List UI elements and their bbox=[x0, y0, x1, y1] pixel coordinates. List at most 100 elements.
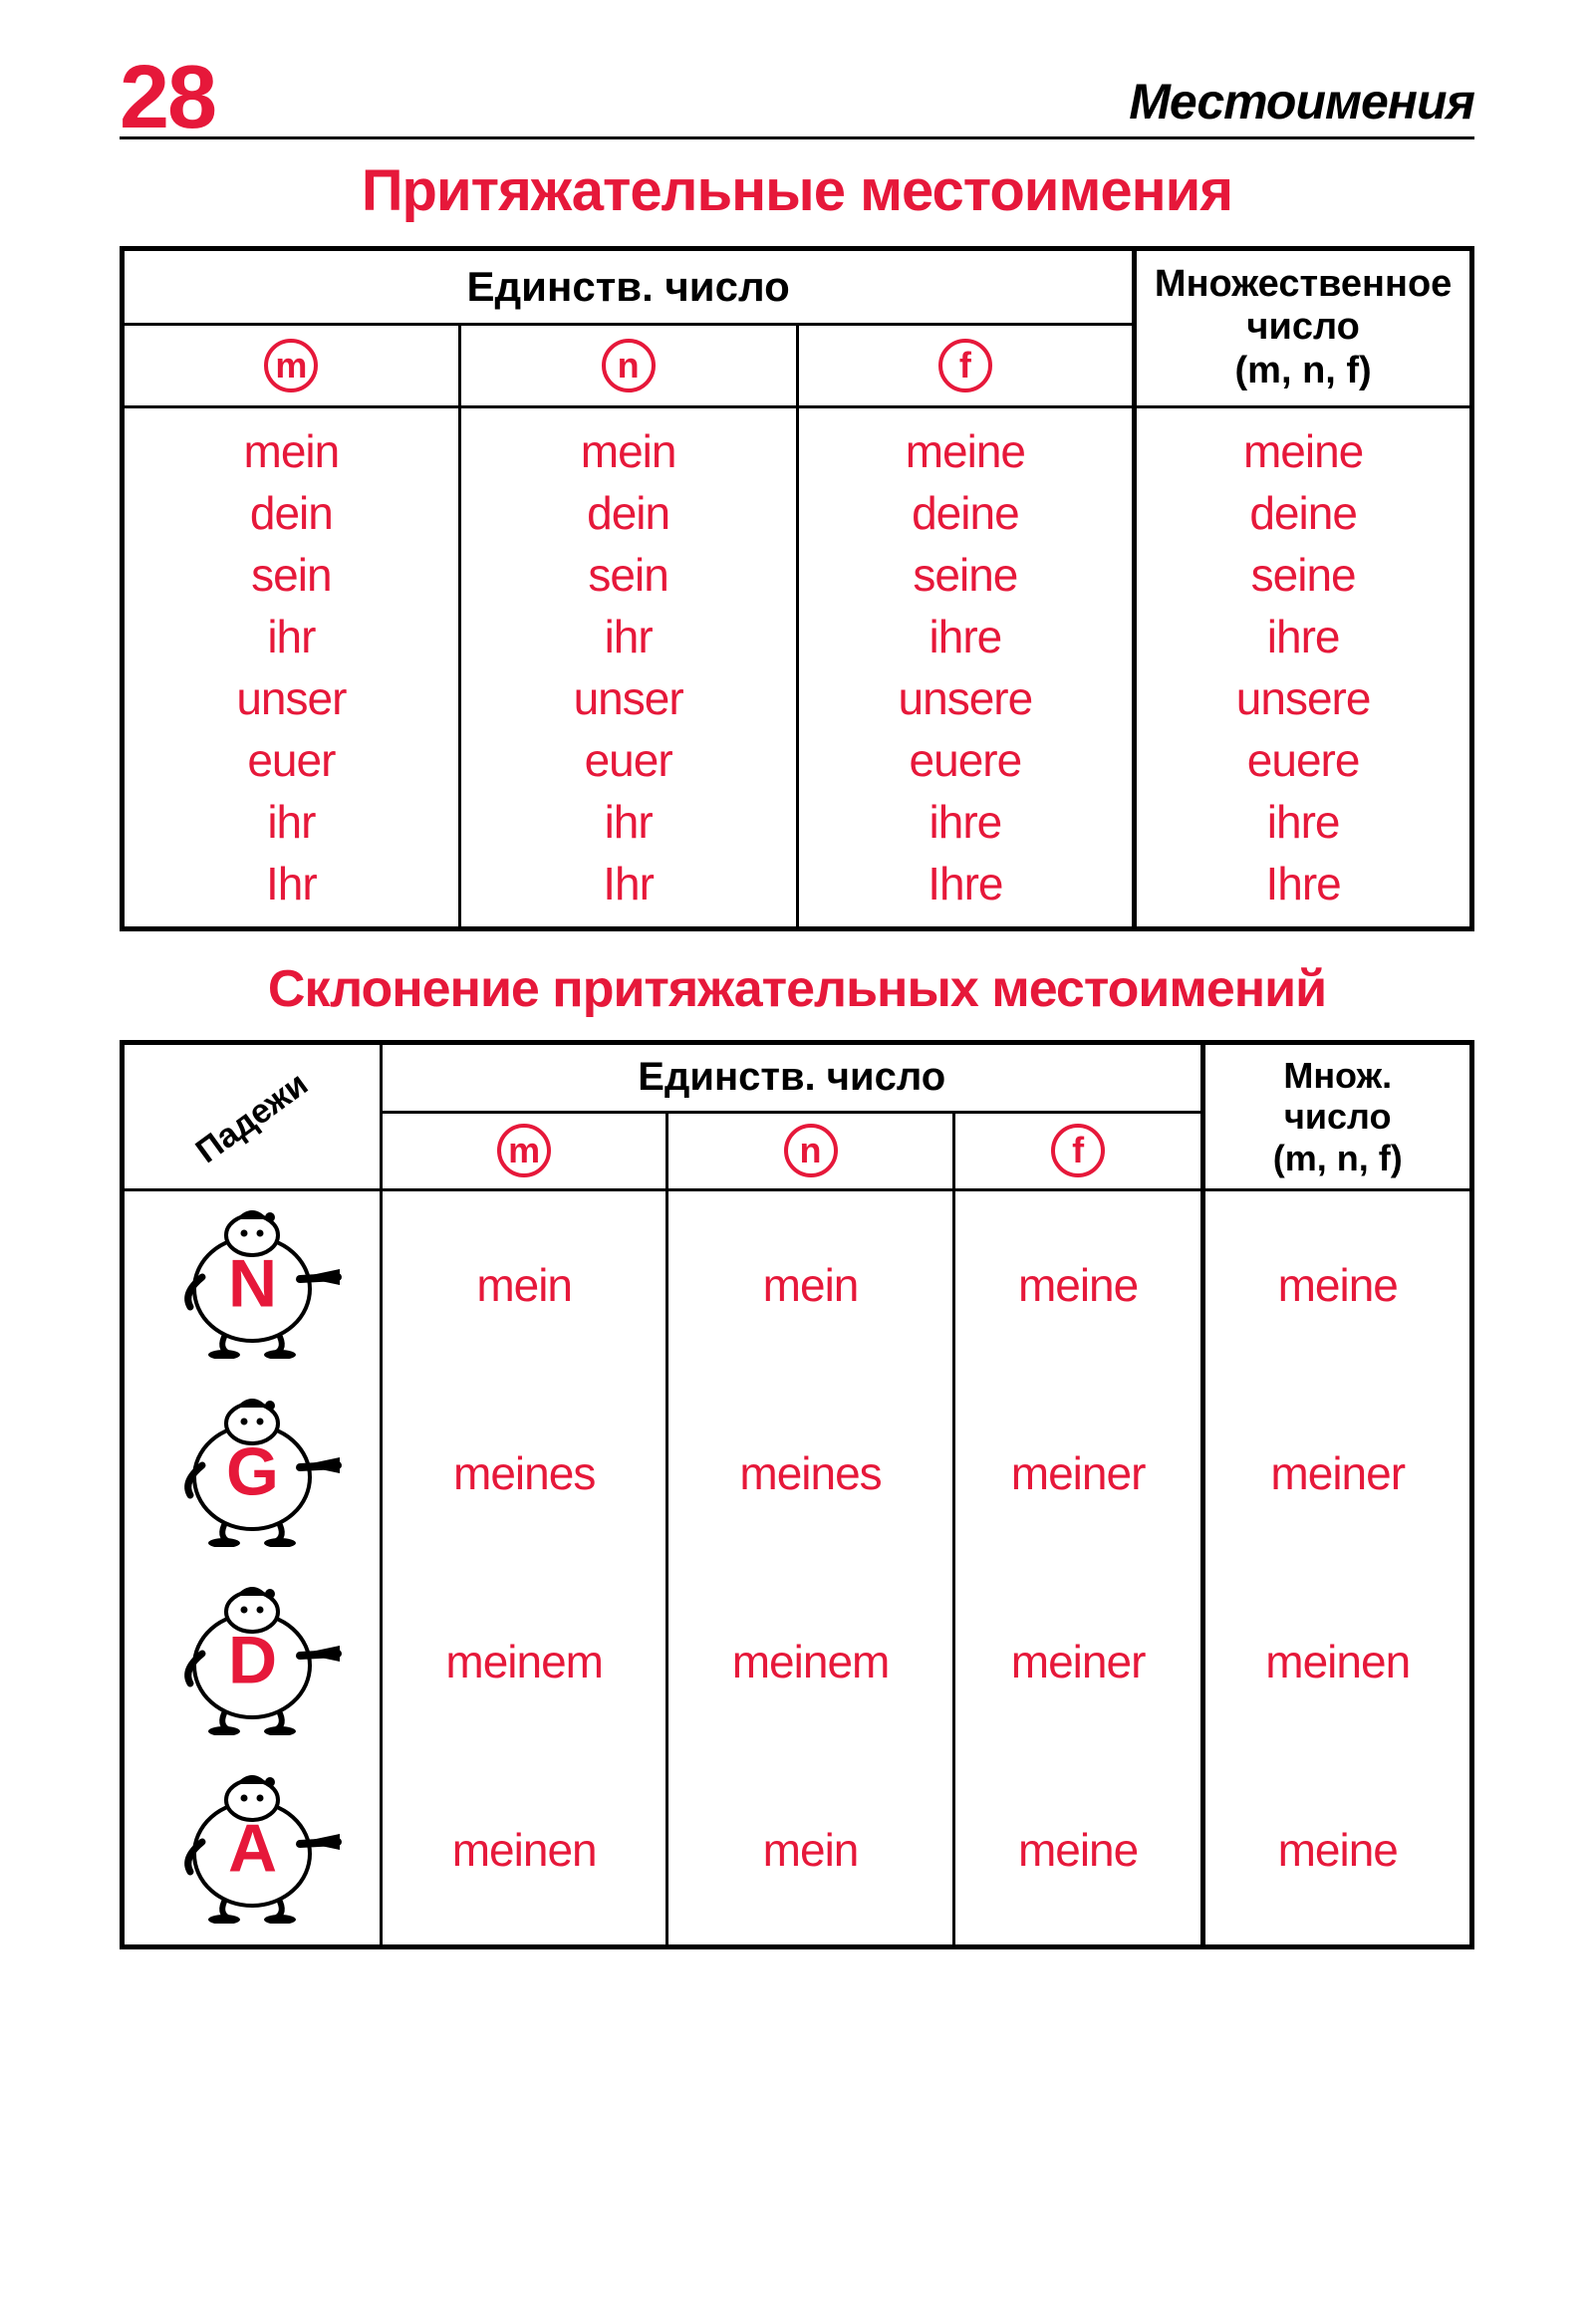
header-gender-m-2: m bbox=[382, 1112, 667, 1189]
cell: ihr bbox=[459, 791, 797, 853]
header-plural-line2: число bbox=[1246, 306, 1359, 348]
cell: deine bbox=[797, 482, 1135, 544]
cell: ihre bbox=[797, 606, 1135, 667]
cell: seine bbox=[1135, 544, 1472, 606]
cell: dein bbox=[459, 482, 797, 544]
cell: mein bbox=[382, 1189, 667, 1380]
table-row: IhrIhrIhreIhre bbox=[123, 853, 1472, 929]
cell: deine bbox=[1135, 482, 1472, 544]
header-plural2-line3: (m, n, f) bbox=[1273, 1138, 1403, 1178]
cell: unsere bbox=[797, 667, 1135, 729]
cell: dein bbox=[123, 482, 460, 544]
cell: meiner bbox=[1203, 1380, 1472, 1568]
cases-label: Падежи bbox=[189, 1065, 316, 1171]
cell: meinem bbox=[382, 1568, 667, 1756]
cell: mein bbox=[459, 406, 797, 482]
cell: meine bbox=[1203, 1189, 1472, 1380]
gender-badge-n: n bbox=[602, 339, 656, 392]
cell: meine bbox=[1203, 1756, 1472, 1947]
header-gender-f: f bbox=[797, 325, 1135, 406]
case-letter: N bbox=[228, 1245, 276, 1323]
table-row: Dmeinemmeinemmeinermeinen bbox=[123, 1568, 1472, 1756]
header-plural: Множественное число (m, n, f) bbox=[1135, 248, 1472, 406]
cell: euere bbox=[797, 729, 1135, 791]
cell: seine bbox=[797, 544, 1135, 606]
cell: sein bbox=[123, 544, 460, 606]
header-plural2-line1: Множ. bbox=[1283, 1055, 1392, 1096]
case-letter: D bbox=[228, 1622, 276, 1699]
cell: mein bbox=[667, 1189, 953, 1380]
header-gender-n-2: n bbox=[667, 1112, 953, 1189]
case-letter: G bbox=[226, 1433, 278, 1511]
cell: ihr bbox=[123, 791, 460, 853]
table-row: meinmeinmeinemeine bbox=[123, 406, 1472, 482]
table-row: unserunserunsereunsere bbox=[123, 667, 1472, 729]
case-cell: A bbox=[123, 1756, 382, 1947]
case-cell: D bbox=[123, 1568, 382, 1756]
cell: meinen bbox=[1203, 1568, 1472, 1756]
cell: meine bbox=[953, 1756, 1203, 1947]
cell: euer bbox=[459, 729, 797, 791]
header-plural-line1: Множественное bbox=[1155, 263, 1452, 305]
table-row: seinseinseineseine bbox=[123, 544, 1472, 606]
header-cases: Падежи bbox=[123, 1042, 382, 1189]
cell: meiner bbox=[953, 1380, 1203, 1568]
cell: ihr bbox=[123, 606, 460, 667]
cell: unser bbox=[459, 667, 797, 729]
gender-badge-f: f bbox=[938, 339, 992, 392]
page-number: 28 bbox=[120, 60, 215, 136]
header-gender-m: m bbox=[123, 325, 460, 406]
header-plural2-line2: число bbox=[1284, 1096, 1391, 1137]
mascot-icon: G bbox=[152, 1388, 352, 1547]
case-cell: N bbox=[123, 1189, 382, 1380]
title-declension: Склонение притяжательных местоимений bbox=[120, 961, 1474, 1018]
gender-badge-m: m bbox=[264, 339, 318, 392]
cell: euere bbox=[1135, 729, 1472, 791]
cell: meine bbox=[953, 1189, 1203, 1380]
cell: ihr bbox=[459, 606, 797, 667]
gender-badge-f-2: f bbox=[1051, 1124, 1105, 1177]
cell: Ihre bbox=[797, 853, 1135, 929]
cell: unsere bbox=[1135, 667, 1472, 729]
page-header: 28 Местоимения bbox=[120, 60, 1474, 139]
cell: ihre bbox=[1135, 791, 1472, 853]
section-label: Местоимения bbox=[1129, 73, 1474, 136]
header-gender-n: n bbox=[459, 325, 797, 406]
cell: meine bbox=[797, 406, 1135, 482]
cell: meine bbox=[1135, 406, 1472, 482]
cell: meinem bbox=[667, 1568, 953, 1756]
table-row: deindeindeinedeine bbox=[123, 482, 1472, 544]
header-singular: Единств. число bbox=[123, 248, 1135, 325]
table-possessive-pronouns: Единств. число Множественное число (m, n… bbox=[120, 246, 1474, 931]
mascot-icon: D bbox=[152, 1576, 352, 1735]
header-singular-2: Единств. число bbox=[382, 1042, 1203, 1112]
table-row: ihrihrihreihre bbox=[123, 606, 1472, 667]
mascot-icon: A bbox=[152, 1764, 352, 1924]
cell: mein bbox=[667, 1756, 953, 1947]
case-letter: A bbox=[228, 1810, 276, 1888]
cell: sein bbox=[459, 544, 797, 606]
table-row: ihrihrihreihre bbox=[123, 791, 1472, 853]
cell: ihre bbox=[797, 791, 1135, 853]
cell: unser bbox=[123, 667, 460, 729]
header-gender-f-2: f bbox=[953, 1112, 1203, 1189]
cell: Ihre bbox=[1135, 853, 1472, 929]
cell: meiner bbox=[953, 1568, 1203, 1756]
gender-badge-n-2: n bbox=[784, 1124, 838, 1177]
header-plural-2: Множ. число (m, n, f) bbox=[1203, 1042, 1472, 1189]
cell: meines bbox=[382, 1380, 667, 1568]
table-row: euereuereuereeuere bbox=[123, 729, 1472, 791]
cell: ihre bbox=[1135, 606, 1472, 667]
table-row: Ameinenmeinmeinemeine bbox=[123, 1756, 1472, 1947]
mascot-icon: N bbox=[152, 1199, 352, 1359]
table-row: Nmeinmeinmeinemeine bbox=[123, 1189, 1472, 1380]
cell: meinen bbox=[382, 1756, 667, 1947]
title-possessive-pronouns: Притяжательные местоимения bbox=[120, 157, 1474, 224]
table-row: Gmeinesmeinesmeinermeiner bbox=[123, 1380, 1472, 1568]
cell: Ihr bbox=[123, 853, 460, 929]
header-plural-line3: (m, n, f) bbox=[1235, 350, 1372, 391]
cell: Ihr bbox=[459, 853, 797, 929]
table-declension: Падежи Единств. число Множ. число (m, n,… bbox=[120, 1040, 1474, 1949]
case-cell: G bbox=[123, 1380, 382, 1568]
gender-badge-m-2: m bbox=[497, 1124, 551, 1177]
